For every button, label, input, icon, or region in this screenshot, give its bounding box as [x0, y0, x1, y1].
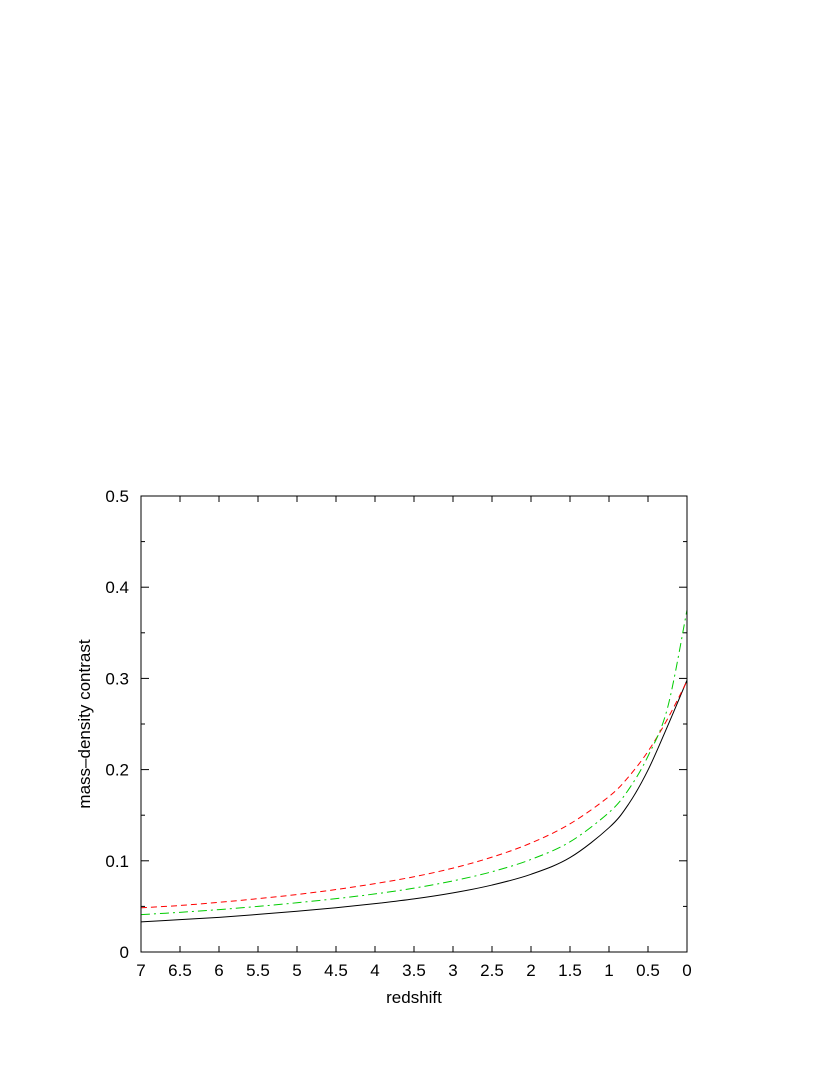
y-tick-label: 0.1 — [105, 852, 129, 871]
x-tick-label: 4.5 — [324, 961, 348, 980]
x-tick-label: 1.5 — [558, 961, 582, 980]
y-tick-label: 0.3 — [105, 669, 129, 688]
x-tick-label: 5.5 — [246, 961, 270, 980]
x-tick-label: 3.5 — [402, 961, 426, 980]
x-tick-label: 0.5 — [636, 961, 660, 980]
x-tick-label: 7 — [136, 961, 145, 980]
x-tick-label: 6 — [214, 961, 223, 980]
x-tick-label: 2.5 — [480, 961, 504, 980]
x-tick-label: 0 — [682, 961, 691, 980]
ticks-layer — [140, 495, 688, 953]
x-tick-label: 2 — [526, 961, 535, 980]
y-tick-label: 0.5 — [105, 487, 129, 506]
y-tick-label: 0.4 — [105, 578, 129, 597]
labels-layer: 7 6.5 6 5.5 5 4.5 4 3.5 3 2.5 2 1.5 1 0.5 0 0 0.1 0.2 0.3 0… — [105, 487, 691, 980]
series-line-3-dash-dot — [140, 609, 688, 916]
x-tick-label: 1 — [604, 961, 613, 980]
x-tick-label: 6.5 — [168, 961, 192, 980]
x-tick-label: 5 — [292, 961, 301, 980]
y-tick-label: 0 — [120, 943, 129, 962]
x-axis-title: redshift — [386, 988, 442, 1007]
x-tick-label: 4 — [370, 961, 379, 980]
plot-frame — [140, 495, 688, 953]
y-axis-title: mass–density contrast — [75, 639, 94, 808]
series-line-1-solid — [140, 680, 688, 923]
x-tick-label: 3 — [448, 961, 457, 980]
series-layer — [140, 609, 688, 923]
y-tick-label: 0.2 — [105, 761, 129, 780]
series-line-2-dashed — [140, 680, 688, 909]
